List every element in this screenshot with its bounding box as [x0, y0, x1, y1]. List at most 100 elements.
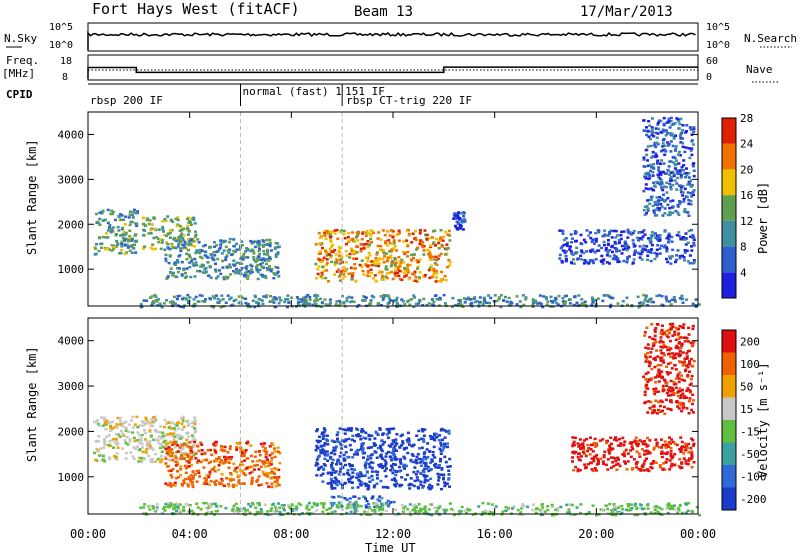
nsky-label: N.Sky: [4, 32, 37, 45]
data-cell: [481, 501, 485, 505]
data-cell: [315, 429, 319, 433]
data-cell: [462, 217, 466, 221]
data-cell: [145, 421, 149, 425]
data-cell: [176, 433, 179, 437]
data-cell: [590, 302, 594, 305]
data-cell: [544, 296, 548, 299]
data-cell: [459, 212, 463, 215]
data-cell: [690, 450, 694, 453]
data-cell: [433, 464, 436, 467]
data-cell: [665, 458, 669, 461]
data-cell: [417, 438, 421, 442]
data-cell: [634, 436, 638, 439]
data-cell: [674, 162, 678, 166]
data-cell: [614, 513, 618, 517]
data-cell: [137, 460, 141, 463]
data-cell: [688, 126, 692, 129]
data-cell: [166, 505, 170, 509]
data-cell: [175, 424, 179, 427]
data-cell: [390, 242, 394, 245]
data-cell: [402, 507, 406, 510]
data-cell: [237, 301, 241, 305]
data-cell: [344, 261, 348, 264]
data-cell: [218, 247, 221, 251]
data-cell: [214, 483, 218, 486]
data-cell: [488, 301, 491, 305]
data-cell: [337, 250, 341, 253]
data-cell: [148, 219, 152, 222]
data-cell: [635, 462, 638, 466]
data-cell: [230, 455, 234, 459]
data-cell: [653, 141, 657, 145]
data-cell: [186, 485, 190, 488]
data-cell: [172, 507, 176, 511]
data-cell: [377, 264, 381, 268]
data-cell: [324, 276, 328, 280]
data-cell: [453, 214, 457, 217]
data-cell: [633, 440, 637, 444]
colorbar-tick-label: 16: [740, 189, 753, 202]
data-cell: [104, 427, 108, 431]
data-cell: [242, 454, 246, 457]
data-cell: [660, 328, 664, 332]
data-cell: [591, 300, 595, 304]
data-cell: [683, 249, 687, 252]
data-cell: [409, 477, 413, 480]
data-cell: [647, 469, 651, 473]
data-cell: [172, 271, 175, 275]
data-cell: [445, 482, 449, 485]
data-cell: [364, 242, 368, 246]
data-cell: [258, 247, 261, 251]
data-cell: [233, 509, 237, 512]
data-cell: [480, 513, 484, 516]
data-cell: [256, 270, 260, 274]
data-cell: [357, 303, 361, 307]
data-cell: [323, 453, 327, 457]
data-cell: [343, 275, 347, 278]
data-cell: [669, 447, 673, 450]
data-cell: [463, 509, 467, 512]
data-cell: [106, 208, 110, 212]
data-cell: [649, 259, 653, 263]
data-cell: [388, 241, 392, 245]
data-cell: [163, 218, 167, 221]
data-cell: [150, 420, 154, 424]
data-cell: [677, 153, 680, 156]
data-cell: [668, 322, 672, 326]
data-cell: [244, 250, 247, 253]
data-cell: [275, 468, 279, 471]
data-cell: [209, 276, 213, 279]
data-cell: [131, 415, 135, 419]
data-cell: [666, 237, 670, 240]
data-cell: [416, 479, 420, 482]
data-cell: [360, 259, 364, 262]
data-cell: [440, 243, 444, 247]
data-cell: [681, 297, 685, 300]
data-cell: [187, 242, 191, 245]
data-cell: [655, 196, 659, 199]
data-cell: [345, 498, 349, 502]
data-cell: [425, 448, 429, 451]
data-cell: [572, 262, 576, 265]
data-cell: [323, 429, 327, 432]
data-cell: [337, 495, 341, 498]
data-cell: [223, 455, 226, 459]
data-cell: [553, 299, 557, 302]
data-cell: [438, 447, 442, 450]
data-cell: [374, 257, 378, 260]
data-cell: [373, 274, 377, 277]
data-cell: [649, 241, 653, 244]
data-cell: [580, 258, 583, 261]
data-cell: [176, 470, 179, 473]
data-cell: [257, 450, 261, 453]
data-cell: [653, 511, 657, 515]
data-cell: [329, 477, 333, 481]
data-cell: [646, 258, 649, 262]
data-cell: [115, 423, 119, 426]
data-cell: [242, 451, 246, 454]
data-cell: [178, 267, 181, 270]
data-cell: [112, 247, 116, 251]
data-cell: [321, 265, 325, 268]
data-cell: [605, 254, 609, 257]
data-cell: [184, 272, 187, 275]
